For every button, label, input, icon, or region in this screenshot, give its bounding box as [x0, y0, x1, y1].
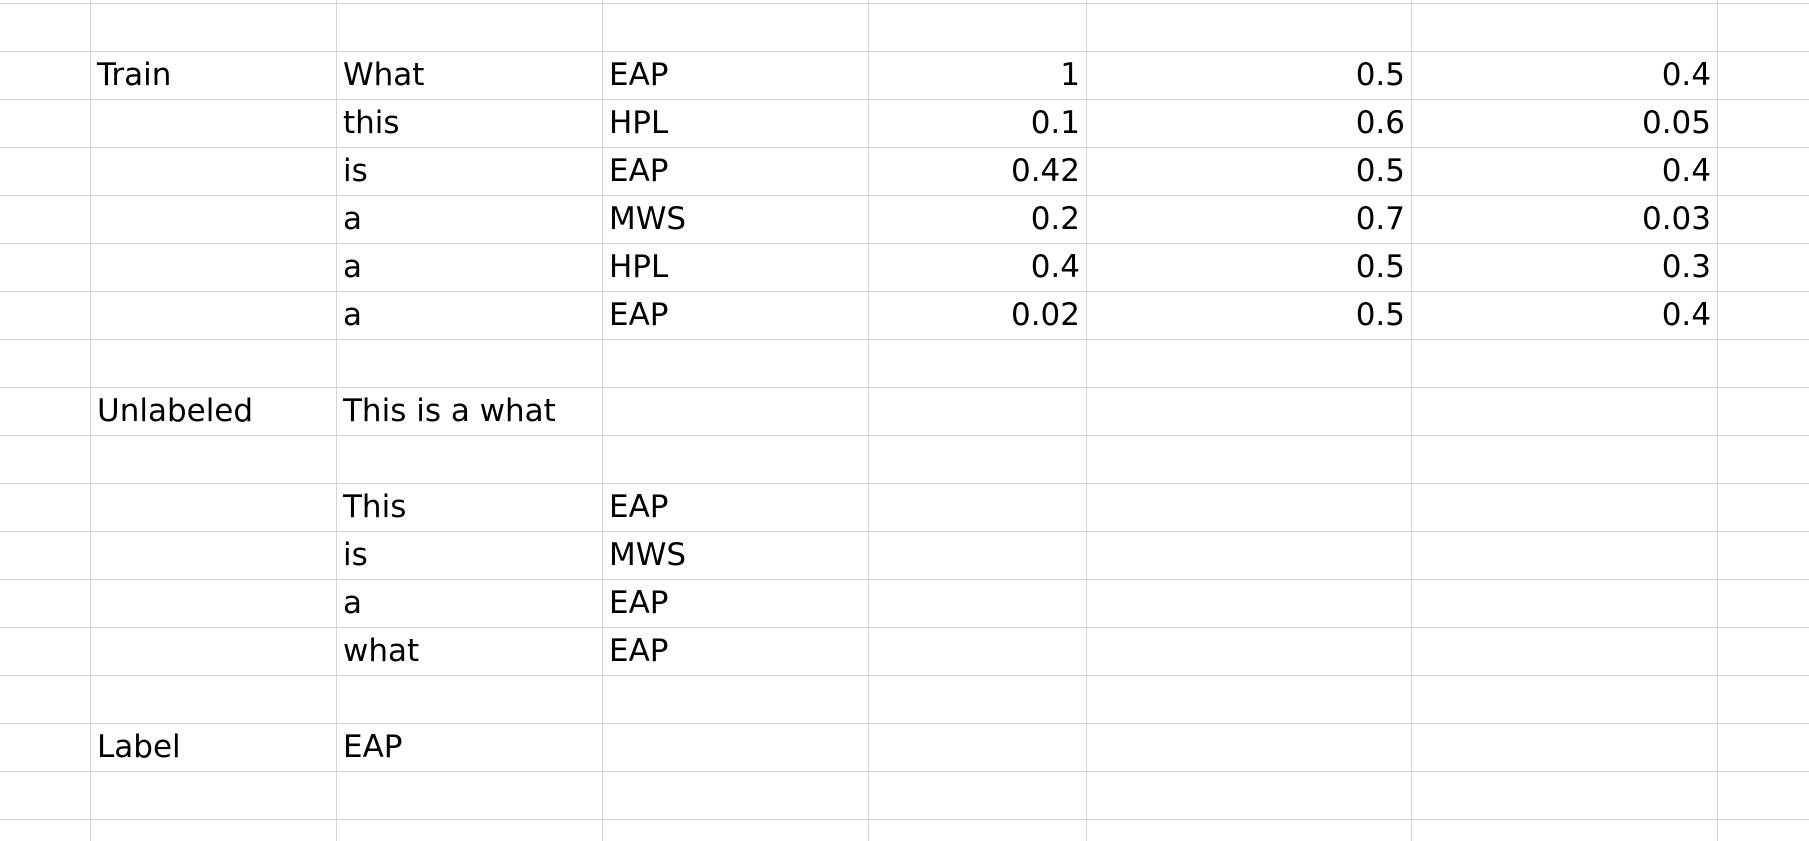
cell-train-value-3[interactable]: 0.4 — [1661, 153, 1711, 189]
gridline-row — [0, 147, 1809, 148]
gridline-column — [1717, 0, 1718, 841]
cell-unlabeled-sentence[interactable]: This is a what — [343, 393, 556, 429]
cell-unlabeled-author[interactable]: EAP — [609, 633, 669, 669]
cell-train-value-3[interactable]: 0.4 — [1661, 57, 1711, 93]
cell-train-value-3[interactable]: 0.05 — [1641, 105, 1711, 141]
gridline-column — [1411, 0, 1412, 841]
gridline-column — [1086, 0, 1087, 841]
gridline-row — [0, 51, 1809, 52]
cell-train-author[interactable]: EAP — [609, 297, 669, 333]
cell-unlabeled-word[interactable]: is — [343, 537, 368, 573]
cell-unlabeled-author[interactable]: MWS — [609, 537, 687, 573]
cell-train-word[interactable]: What — [343, 57, 425, 93]
cell-result-label[interactable]: Label — [97, 729, 181, 765]
cell-train-word[interactable]: this — [343, 105, 400, 141]
cell-train-word[interactable]: is — [343, 153, 368, 189]
gridline-row — [0, 675, 1809, 676]
gridline-row — [0, 195, 1809, 196]
cell-train-value-2[interactable]: 0.6 — [1355, 105, 1405, 141]
gridline-row — [0, 3, 1809, 4]
gridline-row — [0, 627, 1809, 628]
cell-unlabeled-word[interactable]: what — [343, 633, 420, 669]
gridline-column — [868, 0, 869, 841]
gridline-row — [0, 819, 1809, 820]
cell-train-word[interactable]: a — [343, 201, 362, 237]
gridline-column — [336, 0, 337, 841]
gridline-row — [0, 771, 1809, 772]
cell-train-value-1[interactable]: 0.02 — [1010, 297, 1080, 333]
gridline-row — [0, 579, 1809, 580]
cell-train-word[interactable]: a — [343, 249, 362, 285]
cell-train-value-1[interactable]: 0.4 — [1030, 249, 1080, 285]
cell-train-value-2[interactable]: 0.5 — [1355, 57, 1405, 93]
cell-unlabeled-label[interactable]: Unlabeled — [97, 393, 254, 429]
gridline-row — [0, 531, 1809, 532]
gridline-row — [0, 243, 1809, 244]
gridline-row — [0, 483, 1809, 484]
gridline-row — [0, 723, 1809, 724]
gridline-row — [0, 339, 1809, 340]
cell-train-author[interactable]: EAP — [609, 57, 669, 93]
cell-train-author[interactable]: MWS — [609, 201, 687, 237]
cell-train-value-2[interactable]: 0.5 — [1355, 249, 1405, 285]
cell-train-value-1[interactable]: 0.2 — [1030, 201, 1080, 237]
gridline-column — [90, 0, 91, 841]
cell-train-value-2[interactable]: 0.5 — [1355, 297, 1405, 333]
cell-result-value[interactable]: EAP — [343, 729, 403, 765]
cell-train-author[interactable]: HPL — [609, 249, 669, 285]
cell-train-value-3[interactable]: 0.4 — [1661, 297, 1711, 333]
cell-train-author[interactable]: HPL — [609, 105, 669, 141]
cell-unlabeled-word[interactable]: This — [343, 489, 407, 525]
gridline-row — [0, 291, 1809, 292]
cell-train-value-2[interactable]: 0.5 — [1355, 153, 1405, 189]
cell-train-value-1[interactable]: 0.1 — [1030, 105, 1080, 141]
cell-unlabeled-author[interactable]: EAP — [609, 585, 669, 621]
cell-unlabeled-author[interactable]: EAP — [609, 489, 669, 525]
gridline-column — [602, 0, 603, 841]
cell-train-value-3[interactable]: 0.3 — [1661, 249, 1711, 285]
cell-train-word[interactable]: a — [343, 297, 362, 333]
gridline-row — [0, 435, 1809, 436]
cell-train-author[interactable]: EAP — [609, 153, 669, 189]
cell-train-value-2[interactable]: 0.7 — [1355, 201, 1405, 237]
cell-unlabeled-word[interactable]: a — [343, 585, 362, 621]
gridline-row — [0, 387, 1809, 388]
cell-train-label[interactable]: Train — [97, 57, 172, 93]
cell-train-value-3[interactable]: 0.03 — [1641, 201, 1711, 237]
cell-train-value-1[interactable]: 1 — [1060, 57, 1080, 93]
cell-train-value-1[interactable]: 0.42 — [1010, 153, 1080, 189]
gridline-row — [0, 99, 1809, 100]
